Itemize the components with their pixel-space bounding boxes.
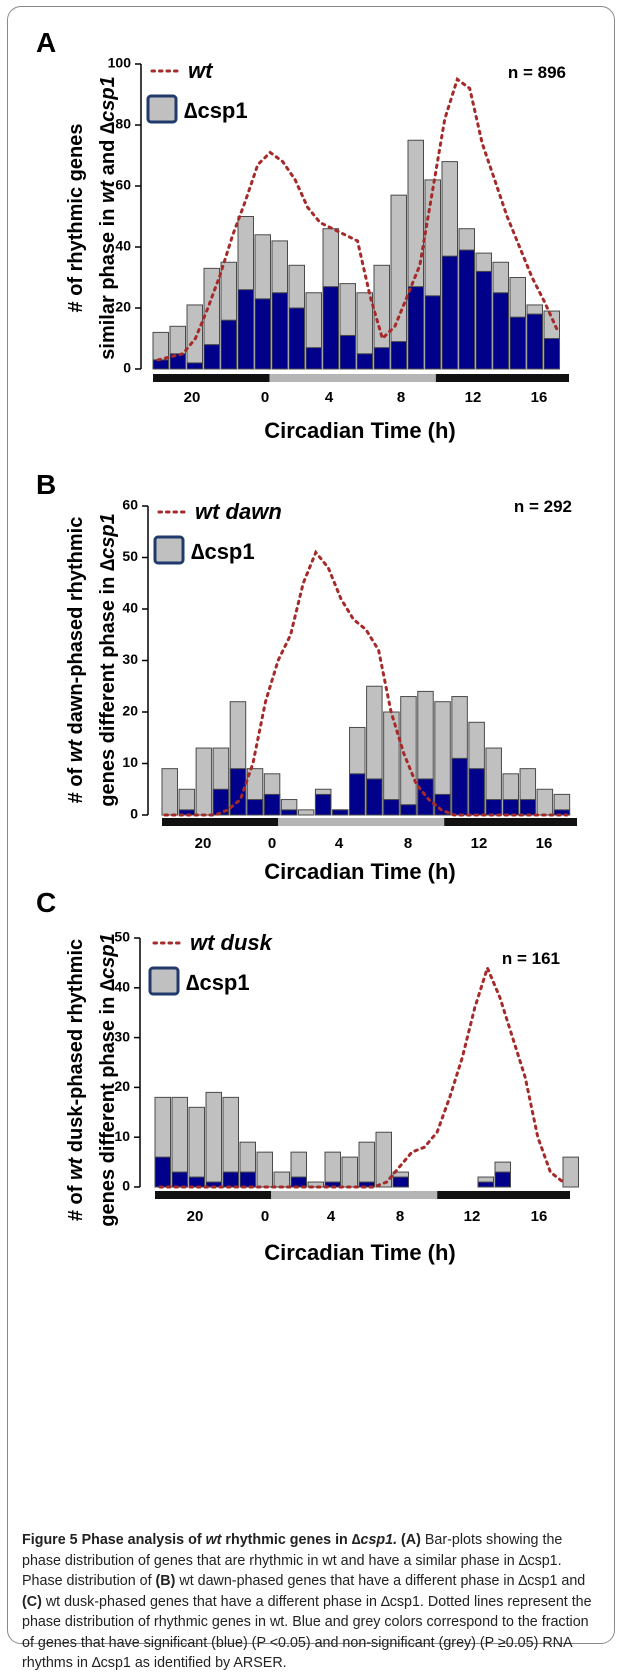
x-tick-label: 8: [396, 1208, 404, 1225]
y-axis-label-line1: # of wt dusk-phased rhythmic: [65, 939, 87, 1221]
x-axis-label: Circadian Time (h): [264, 1240, 456, 1265]
x-tick-label: 0: [261, 1208, 269, 1225]
legend-csp1-swatch: [150, 968, 178, 994]
bar-significant: [393, 1177, 409, 1187]
caption-b-text: wt dawn-phased genes that have a differe…: [175, 1573, 585, 1589]
y-label-part: dusk-phased rhythmic: [65, 939, 87, 1158]
bar-total: [257, 1152, 273, 1187]
caption-a-label: (A): [401, 1532, 421, 1548]
figure-caption: Figure 5 Phase analysis of wt rhythmic g…: [22, 1530, 600, 1674]
dark-phase-bar: [155, 1191, 271, 1199]
y-label-part: genes different phase in ∆: [97, 979, 119, 1227]
dark-phase-bar: [437, 1191, 570, 1199]
y-tick-label: 30: [114, 1028, 130, 1044]
y-tick-label: 20: [114, 1078, 130, 1094]
y-tick-label: 50: [114, 929, 130, 945]
bar-significant: [495, 1172, 511, 1187]
light-phase-bar: [271, 1191, 437, 1199]
panel-letter-c: C: [36, 887, 56, 918]
caption-c-label: (C): [22, 1594, 42, 1610]
y-axis-label-c: # of wt dusk-phased rhythmic genes differ…: [65, 933, 119, 1226]
bar-significant: [172, 1172, 188, 1187]
bar-total: [342, 1157, 358, 1187]
y-label-part: # of: [65, 1180, 87, 1221]
bar-significant: [155, 1157, 171, 1187]
bar-total: [274, 1172, 290, 1187]
bar-total: [359, 1142, 375, 1187]
y-label-part: wt: [65, 1156, 87, 1180]
n-label: n = 161: [502, 949, 560, 968]
bar-significant: [223, 1172, 239, 1187]
panel-c: C # of wt dusk-phased rhythmic genes diffe…: [0, 0, 625, 1520]
bar-total: [206, 1092, 222, 1187]
x-tick-label: 4: [327, 1208, 336, 1225]
caption-b-label: (B): [156, 1573, 176, 1589]
chart-c: C # of wt dusk-phased rhythmic genes diffe…: [0, 0, 625, 1520]
y-tick-label: 10: [114, 1128, 130, 1144]
bar-significant: [478, 1182, 494, 1187]
bar-total: [189, 1107, 205, 1187]
x-tick-label: 12: [464, 1208, 481, 1225]
caption-title: Figure 5 Phase analysis of wt rhythmic g…: [22, 1532, 397, 1548]
x-tick-label: 16: [531, 1208, 548, 1225]
y-tick-label: 0: [122, 1178, 130, 1194]
x-tick-label: 20: [187, 1208, 204, 1225]
bar-significant: [240, 1172, 256, 1187]
caption-c-text: wt dusk-phased genes that have a differe…: [22, 1594, 592, 1672]
bar-total: [563, 1157, 579, 1187]
legend-csp1-label: ∆csp1: [186, 970, 250, 995]
y-tick-label: 40: [114, 979, 130, 995]
legend-wt-label: wt dusk: [190, 930, 274, 955]
